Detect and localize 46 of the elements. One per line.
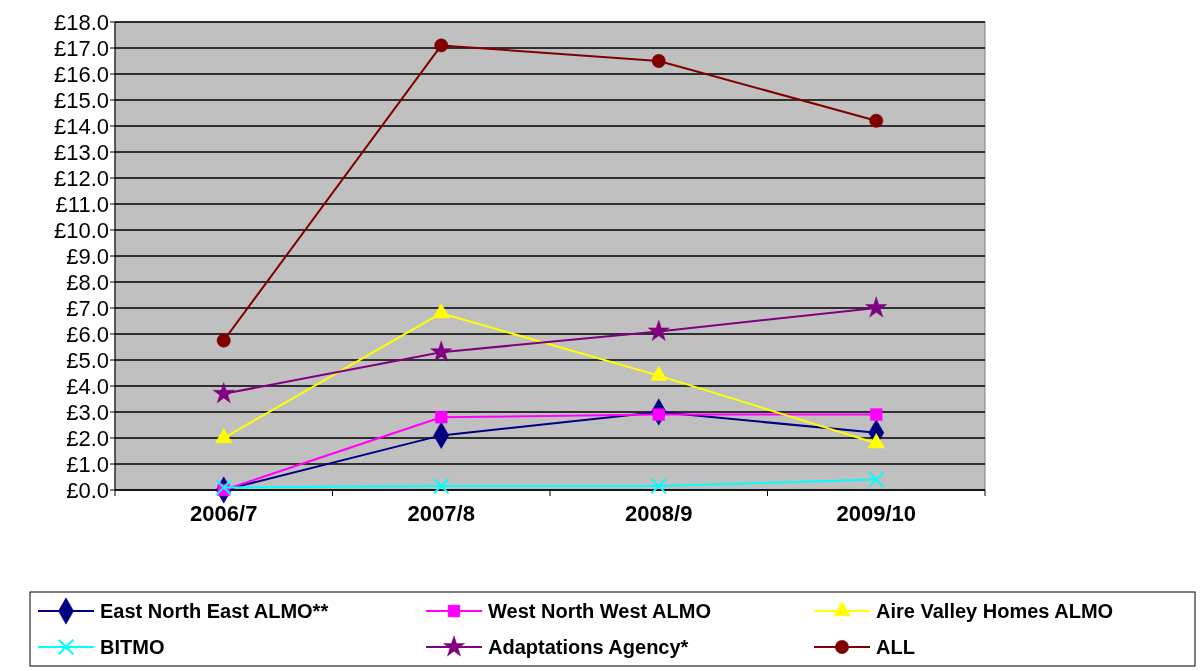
point (867, 471, 885, 488)
point (865, 296, 888, 318)
point (215, 428, 233, 444)
point (432, 303, 450, 319)
x-tick-label: 2008/9 (625, 501, 693, 526)
legend-label: BITMO (100, 636, 165, 658)
y-tick-label: £1.0 (66, 451, 109, 477)
point (432, 477, 450, 495)
y-tick-label: £10.0 (53, 217, 109, 243)
legend-label: ALL (876, 636, 915, 658)
point (870, 408, 883, 421)
y-tick-label: £15.0 (53, 87, 109, 113)
y-tick-label: £13.0 (53, 139, 109, 165)
x-tick-label: 2009/10 (836, 501, 917, 526)
point (647, 319, 670, 341)
y-tick-label: £11.0 (55, 191, 109, 217)
point (434, 38, 449, 53)
point (650, 477, 668, 495)
y-tick-label: £0.0 (66, 477, 109, 503)
legend-label: East North East ALMO** (100, 600, 329, 622)
y-tick-label: £6.0 (66, 321, 109, 347)
y-tick-label: £5.0 (66, 347, 109, 373)
point (212, 382, 235, 404)
point (430, 340, 453, 362)
y-tick-label: £7.0 (66, 295, 109, 321)
point (215, 479, 233, 496)
y-tick-label: £2.0 (66, 425, 109, 451)
legend-label: West North West ALMO (488, 600, 711, 622)
legend-label: Aire Valley Homes ALMO (876, 600, 1114, 622)
point (651, 54, 666, 68)
y-tick-label: £18.0 (53, 9, 109, 35)
x-tick-label: 2006/7 (190, 501, 258, 526)
y-tick-label: £3.0 (66, 399, 109, 425)
legend-label: Adaptations Agency* (488, 636, 689, 658)
y-tick-label: £17.0 (53, 35, 109, 61)
y-tick-label: £12.0 (53, 165, 109, 191)
y-tick-label: £16.0 (53, 61, 109, 87)
y-tick-label: £8.0 (66, 269, 109, 295)
point (435, 411, 448, 424)
x-tick-label: 2007/8 (407, 501, 475, 526)
y-tick-label: £14.0 (53, 113, 109, 139)
point (869, 113, 884, 128)
point (867, 433, 885, 449)
y-tick-label: £4.0 (66, 373, 109, 399)
y-tick-label: £9.0 (66, 243, 109, 269)
point (216, 333, 231, 348)
